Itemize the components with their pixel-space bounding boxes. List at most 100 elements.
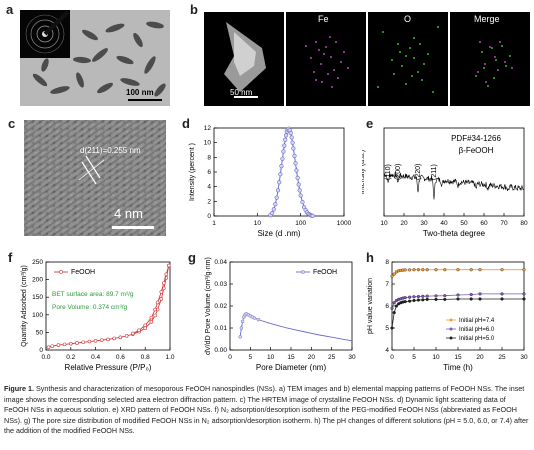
panel-a: a 100 nm <box>2 2 170 110</box>
y-tick-label: 10 <box>204 140 212 147</box>
ph-point <box>443 294 447 298</box>
legend-marker <box>449 318 453 322</box>
x-tick-label: 10 <box>254 220 262 227</box>
x-tick-label: 0.0 <box>41 354 50 361</box>
y-tick-label: 8 <box>207 154 211 161</box>
ph-point <box>421 294 425 298</box>
dls-point <box>280 156 285 161</box>
x-tick-label: 1000 <box>337 220 352 227</box>
isotherm-point <box>100 338 104 342</box>
ph-point <box>434 294 438 298</box>
xrd-pattern-line <box>383 172 525 200</box>
x-tick-label: 0.4 <box>91 354 100 361</box>
x-axis-label: Relative Pressure (P/P₀) <box>65 363 152 372</box>
panel-b-merge-label: Merge <box>474 14 500 24</box>
x-tick-label: 5 <box>412 354 416 361</box>
panel-e-label: e <box>366 116 374 131</box>
isotherm-point <box>153 307 157 312</box>
ph-point <box>403 296 407 300</box>
dls-point <box>278 172 283 177</box>
isotherm-series-line <box>132 265 170 334</box>
isotherm-point <box>81 340 85 345</box>
isotherm-point <box>153 313 157 318</box>
ph-point <box>403 268 407 272</box>
ph-point <box>412 298 416 303</box>
dls-point <box>277 180 282 185</box>
x-tick-label: 30 <box>348 354 356 361</box>
y-tick-label: 6 <box>207 169 211 176</box>
dls-point <box>298 193 303 198</box>
ph-point <box>478 297 482 301</box>
ph-point <box>425 294 429 298</box>
isotherm-point <box>143 323 147 328</box>
panel-c-dspacing-annotation: d(211)=0.255 nm <box>80 146 141 155</box>
ph-point <box>434 268 438 272</box>
y-tick-label: 6 <box>385 303 389 310</box>
isotherm-point <box>118 335 123 340</box>
panel-c-label: c <box>8 116 16 131</box>
legend-label: Initial pH=7.4 <box>459 318 495 324</box>
legend-label: FeOOH <box>313 269 337 276</box>
panel-a-tem-image <box>20 10 170 106</box>
ph-point <box>500 297 504 301</box>
x-tick-label: 15 <box>287 354 295 361</box>
xrd-peak-label: (110) <box>385 164 392 180</box>
ph-point <box>390 274 394 278</box>
panel-a-scalebar-label: 100 nm <box>126 88 154 97</box>
ph-point <box>425 268 429 272</box>
x-tick-label: 25 <box>328 354 336 361</box>
x-tick-label: 10 <box>267 354 275 361</box>
pore-point <box>239 326 244 330</box>
isotherm-point <box>75 341 79 345</box>
panel-g-pore-chart: 0 5 10 15 20 25 30 0.00 0.01 0.02 0.03 0.04 Pore Dia… <box>205 257 356 372</box>
y-tick-label: 0 <box>207 213 211 220</box>
ph-point <box>390 326 394 330</box>
x-tick-label: 0.8 <box>141 354 150 361</box>
dls-point <box>310 213 315 218</box>
ph-point <box>403 300 407 304</box>
x-tick-label: 40 <box>440 220 448 227</box>
x-tick-label: 70 <box>500 220 508 227</box>
legend-label: Initial pH=6.0 <box>459 327 495 333</box>
isotherm-point <box>69 341 73 346</box>
y-tick-label: 150 <box>32 294 43 301</box>
isotherm-point <box>124 334 129 338</box>
x-tick-label: 0.6 <box>116 354 125 361</box>
y-tick-label: 0.00 <box>214 347 227 354</box>
panel-b-fe-label: Fe <box>318 14 329 24</box>
ph-point <box>394 304 398 308</box>
dls-point <box>289 135 294 140</box>
panel-b-fe-map <box>286 12 366 106</box>
y-axis-label: Intensity (a.u.) <box>362 150 366 194</box>
dls-point <box>297 188 302 193</box>
panel-b-merge-map <box>450 12 530 106</box>
ph-point <box>469 268 473 272</box>
dls-point <box>296 182 301 187</box>
dls-point <box>295 175 300 180</box>
isotherm-point <box>87 339 92 344</box>
dls-point <box>300 199 305 205</box>
ph-point <box>478 292 482 296</box>
panel-h-ph-chart: 0 5 10 15 20 25 30 4 5 6 7 8 Time (h) pH value variat… <box>367 259 528 372</box>
y-tick-label: 5 <box>385 325 389 332</box>
y-tick-label: 0 <box>39 347 43 354</box>
ph-point <box>469 293 473 297</box>
dls-point <box>294 168 299 173</box>
panel-b-haadf-image <box>204 12 284 106</box>
ph-point <box>390 306 394 310</box>
dls-point <box>288 131 293 136</box>
ph-point <box>416 298 420 302</box>
panel-b-label: b <box>190 2 198 17</box>
ph-point <box>469 297 473 301</box>
dls-point <box>274 195 279 200</box>
legend-marker <box>449 336 453 340</box>
panel-g: g 0 5 10 15 20 25 30 0.00 0.01 0.02 0.03 0.04 Pore D… <box>182 250 358 380</box>
y-tick-label: 200 <box>32 277 43 284</box>
isotherm-point <box>93 339 98 343</box>
panel-c-hrtem-image <box>24 120 166 236</box>
ph-point <box>478 268 482 272</box>
isotherm-point <box>149 315 154 320</box>
dls-point <box>290 140 295 145</box>
x-tick-label: 0.2 <box>66 354 75 361</box>
plot-frame <box>45 261 171 351</box>
